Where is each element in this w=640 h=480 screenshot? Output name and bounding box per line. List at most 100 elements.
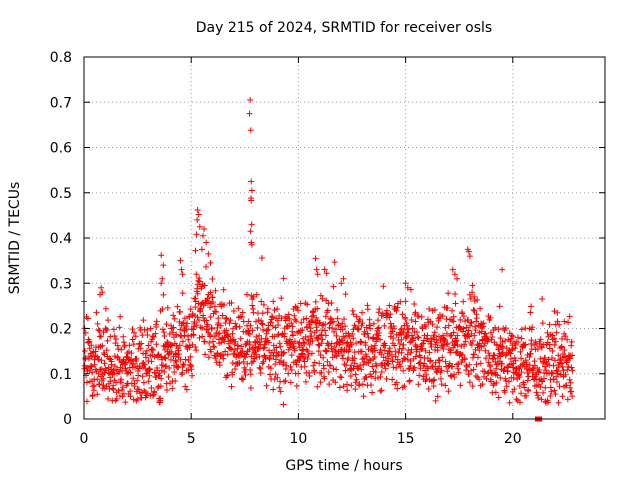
data-point: [518, 390, 525, 397]
data-point: [334, 306, 341, 313]
data-point: [257, 369, 264, 376]
data-point: [295, 340, 302, 347]
data-point: [170, 312, 177, 319]
data-point: [238, 343, 245, 350]
data-point: [378, 387, 385, 394]
data-point: [236, 323, 243, 330]
data-point: [302, 378, 309, 385]
data-point: [240, 376, 247, 383]
data-point: [426, 306, 433, 313]
data-point: [311, 369, 318, 376]
data-point: [361, 331, 368, 338]
data-point: [232, 320, 239, 327]
data-point: [179, 271, 186, 278]
data-point: [216, 330, 223, 337]
data-point: [136, 341, 143, 348]
data-point: [228, 383, 235, 390]
data-point: [427, 358, 434, 365]
data-point: [295, 307, 302, 314]
data-point: [412, 309, 419, 316]
data-point: [285, 370, 292, 377]
data-point: [163, 387, 170, 394]
data-point: [372, 369, 379, 376]
data-point: [469, 282, 476, 289]
data-point: [492, 389, 499, 396]
data-point: [339, 320, 346, 327]
data-point: [314, 305, 321, 312]
data-point: [229, 371, 236, 378]
data-point: [334, 315, 341, 322]
data-point: [368, 373, 375, 380]
data-point: [260, 301, 267, 308]
data-point: [520, 381, 527, 388]
data-point: [175, 351, 182, 358]
data-point: [554, 309, 561, 316]
data-point: [274, 305, 281, 312]
data-point: [306, 341, 313, 348]
data-point: [477, 360, 484, 367]
data-point: [353, 340, 360, 347]
data-point: [179, 369, 186, 376]
data-point: [97, 291, 104, 298]
data-points: [81, 96, 576, 422]
data-point: [465, 248, 472, 255]
data-point: [541, 354, 548, 361]
data-point: [151, 353, 158, 360]
data-point: [185, 367, 192, 374]
data-point: [390, 335, 397, 342]
data-point: [89, 383, 96, 390]
data-point: [100, 349, 107, 356]
data-point: [440, 346, 447, 353]
data-point: [163, 363, 170, 370]
data-point: [191, 318, 198, 325]
data-point: [271, 376, 278, 383]
data-point: [339, 355, 346, 362]
data-point: [93, 309, 100, 316]
data-point: [286, 336, 293, 343]
data-point: [516, 374, 523, 381]
data-point: [333, 340, 340, 347]
data-point: [483, 355, 490, 362]
data-point: [513, 396, 520, 403]
data-point: [435, 356, 442, 363]
data-point: [117, 376, 124, 383]
data-point: [158, 353, 165, 360]
data-point: [386, 348, 393, 355]
data-point: [469, 383, 476, 390]
data-point: [193, 271, 200, 278]
data-point: [443, 341, 450, 348]
data-point: [499, 349, 506, 356]
data-point: [380, 283, 387, 290]
data-point: [196, 278, 203, 285]
data-point: [408, 316, 415, 323]
y-tick-label: 0.7: [50, 95, 72, 111]
data-point: [398, 336, 405, 343]
data-point: [434, 393, 441, 400]
data-point: [270, 298, 277, 305]
data-point: [250, 358, 257, 365]
data-point: [377, 336, 384, 343]
data-point: [393, 364, 400, 371]
data-point: [223, 332, 230, 339]
data-point: [488, 378, 495, 385]
data-point: [160, 329, 167, 336]
data-point: [460, 298, 467, 305]
data-point: [471, 332, 478, 339]
data-point: [375, 324, 382, 331]
y-tick-label: 0: [63, 412, 72, 428]
data-point: [234, 342, 241, 349]
data-point: [139, 373, 146, 380]
data-point: [359, 381, 366, 388]
data-point: [526, 361, 533, 368]
data-point: [199, 325, 206, 332]
data-point: [350, 311, 357, 318]
data-point: [201, 225, 208, 232]
data-point: [194, 216, 201, 223]
data-point: [465, 316, 472, 323]
data-point: [488, 336, 495, 343]
data-point: [443, 330, 450, 337]
data-point: [84, 315, 91, 322]
data-point: [402, 316, 409, 323]
data-point: [243, 351, 250, 358]
data-point: [149, 333, 156, 340]
